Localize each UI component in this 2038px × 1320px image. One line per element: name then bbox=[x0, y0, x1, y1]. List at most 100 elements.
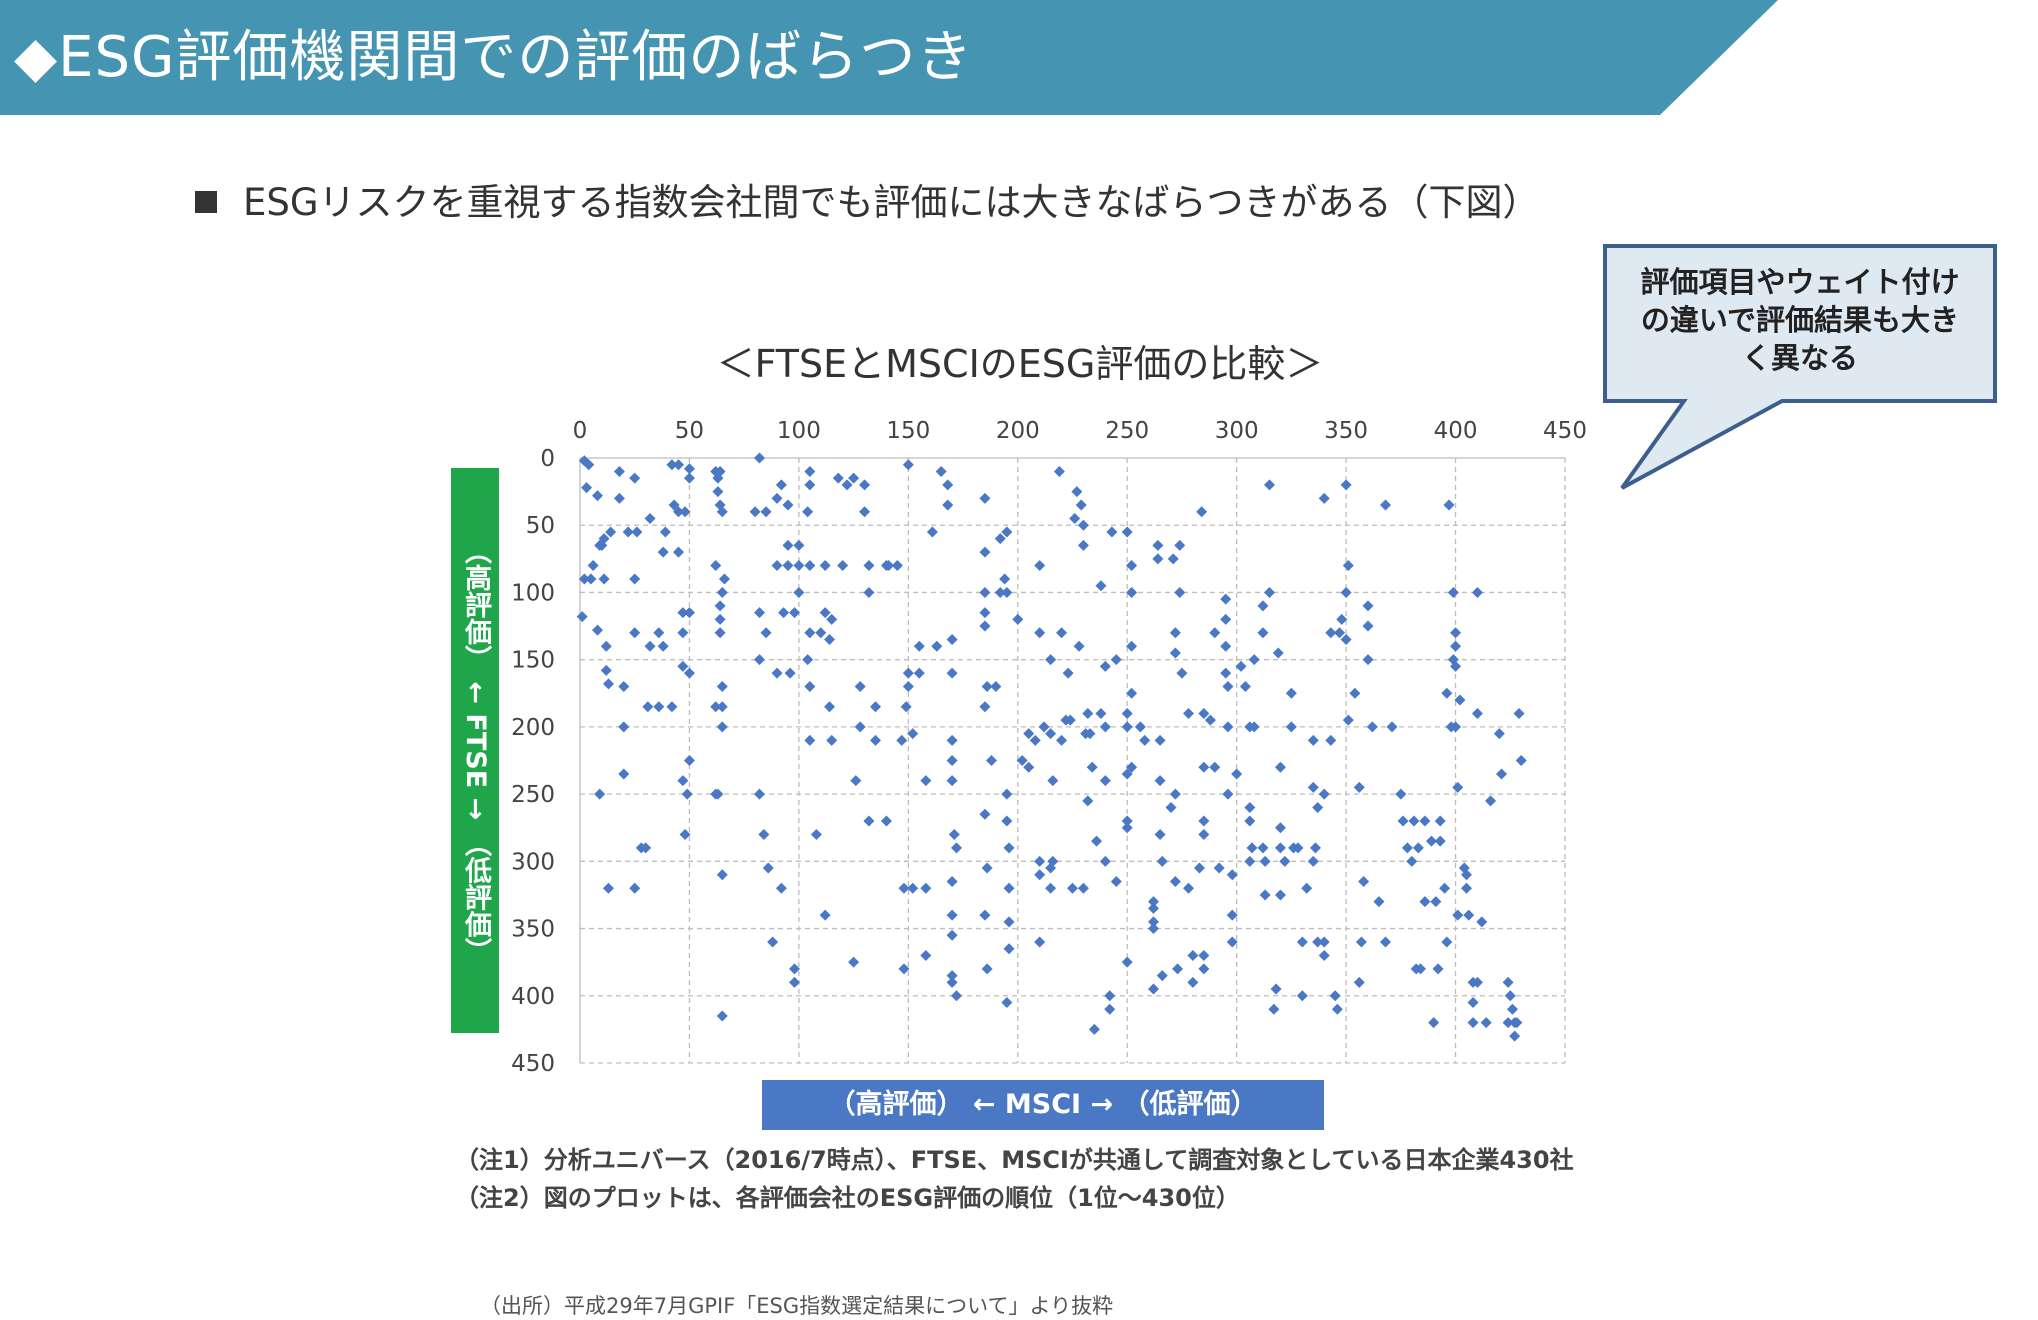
data-point bbox=[1053, 465, 1065, 477]
data-point bbox=[891, 560, 903, 572]
x-tick-label: 100 bbox=[777, 418, 821, 444]
data-point bbox=[1312, 936, 1324, 948]
data-point bbox=[1270, 983, 1282, 995]
data-point bbox=[1099, 660, 1111, 672]
data-point bbox=[1126, 586, 1138, 598]
data-point bbox=[1174, 539, 1186, 551]
data-point bbox=[1198, 707, 1210, 719]
data-point bbox=[1355, 936, 1367, 948]
data-point bbox=[585, 573, 597, 585]
data-point bbox=[1307, 781, 1319, 793]
data-point bbox=[1047, 775, 1059, 787]
data-point bbox=[1038, 721, 1050, 733]
data-point bbox=[1001, 526, 1013, 538]
data-point bbox=[629, 573, 641, 585]
data-point bbox=[1447, 586, 1459, 598]
data-point bbox=[666, 701, 678, 713]
data-point bbox=[1073, 640, 1085, 652]
data-point bbox=[1147, 983, 1159, 995]
data-point bbox=[758, 828, 770, 840]
data-point bbox=[583, 459, 595, 471]
bullet-point: ESGリスクを重視する指数会社間でも評価には大きなばらつきがある（下図） bbox=[195, 175, 1540, 231]
data-point bbox=[1067, 882, 1078, 894]
data-point bbox=[1325, 734, 1337, 746]
data-point bbox=[1071, 486, 1083, 498]
data-point bbox=[979, 620, 991, 632]
chart-grid bbox=[579, 457, 1566, 1064]
data-point bbox=[782, 539, 794, 551]
data-point bbox=[1134, 721, 1146, 733]
data-point bbox=[1056, 627, 1068, 639]
data-point bbox=[1121, 768, 1133, 780]
data-point bbox=[913, 640, 925, 652]
data-point bbox=[1292, 842, 1304, 854]
data-point bbox=[979, 808, 991, 820]
data-point bbox=[1198, 815, 1210, 827]
data-point bbox=[710, 560, 722, 572]
data-point bbox=[1222, 721, 1234, 733]
data-point bbox=[760, 506, 772, 518]
data-point bbox=[677, 660, 689, 672]
data-point bbox=[979, 546, 991, 558]
data-point bbox=[1029, 734, 1041, 746]
data-point bbox=[863, 815, 875, 827]
data-point bbox=[1082, 707, 1094, 719]
data-point bbox=[979, 492, 991, 504]
data-point bbox=[1222, 681, 1234, 693]
data-point bbox=[1220, 640, 1232, 652]
data-point bbox=[1121, 815, 1133, 827]
data-point bbox=[683, 607, 695, 619]
data-point bbox=[1461, 869, 1472, 881]
data-point bbox=[1259, 855, 1271, 867]
data-point bbox=[767, 936, 779, 948]
data-point bbox=[1450, 660, 1462, 672]
data-point bbox=[679, 506, 691, 518]
data-point bbox=[1264, 586, 1275, 598]
data-point bbox=[1045, 728, 1057, 740]
data-point bbox=[1193, 862, 1205, 874]
data-point bbox=[1034, 936, 1046, 948]
data-point bbox=[863, 586, 875, 598]
data-point bbox=[598, 573, 610, 585]
data-point bbox=[1285, 687, 1297, 699]
data-point bbox=[683, 667, 695, 679]
data-point bbox=[900, 701, 912, 713]
data-point bbox=[1502, 1017, 1514, 1029]
note-2: （注2）図のプロットは、各評価会社のESG評価の順位（1位～430位） bbox=[455, 1184, 1240, 1212]
data-point bbox=[1318, 936, 1330, 948]
data-point bbox=[946, 755, 958, 766]
data-point bbox=[793, 560, 805, 572]
data-point bbox=[902, 681, 914, 693]
data-point bbox=[1467, 1017, 1479, 1029]
data-point bbox=[1209, 761, 1221, 773]
y-tick-label: 450 bbox=[511, 1051, 555, 1077]
data-point bbox=[1198, 761, 1210, 773]
data-point bbox=[771, 667, 783, 679]
data-point bbox=[1204, 714, 1216, 726]
data-point bbox=[942, 499, 954, 511]
data-point bbox=[594, 788, 606, 800]
data-point bbox=[1187, 949, 1199, 961]
bullet-text: ESGリスクを重視する指数会社間でも評価には大きなばらつきがある（下図） bbox=[243, 181, 1540, 224]
data-point bbox=[1329, 990, 1341, 1002]
data-point bbox=[1121, 721, 1133, 733]
data-point bbox=[1152, 539, 1164, 551]
data-point bbox=[602, 882, 614, 894]
data-point bbox=[946, 634, 958, 645]
data-point bbox=[1001, 997, 1013, 1008]
data-point bbox=[714, 465, 726, 477]
data-point bbox=[1450, 721, 1462, 733]
data-point bbox=[1003, 916, 1015, 928]
data-point bbox=[1401, 842, 1413, 854]
data-point bbox=[1084, 728, 1096, 740]
data-point bbox=[979, 607, 991, 619]
data-point bbox=[1239, 681, 1251, 693]
data-point bbox=[1003, 943, 1015, 955]
data-point bbox=[1366, 721, 1378, 733]
data-point bbox=[712, 486, 724, 498]
data-point bbox=[819, 909, 831, 921]
data-point bbox=[677, 627, 689, 639]
data-point bbox=[1045, 882, 1057, 894]
data-point bbox=[863, 560, 875, 572]
data-point bbox=[587, 560, 599, 572]
